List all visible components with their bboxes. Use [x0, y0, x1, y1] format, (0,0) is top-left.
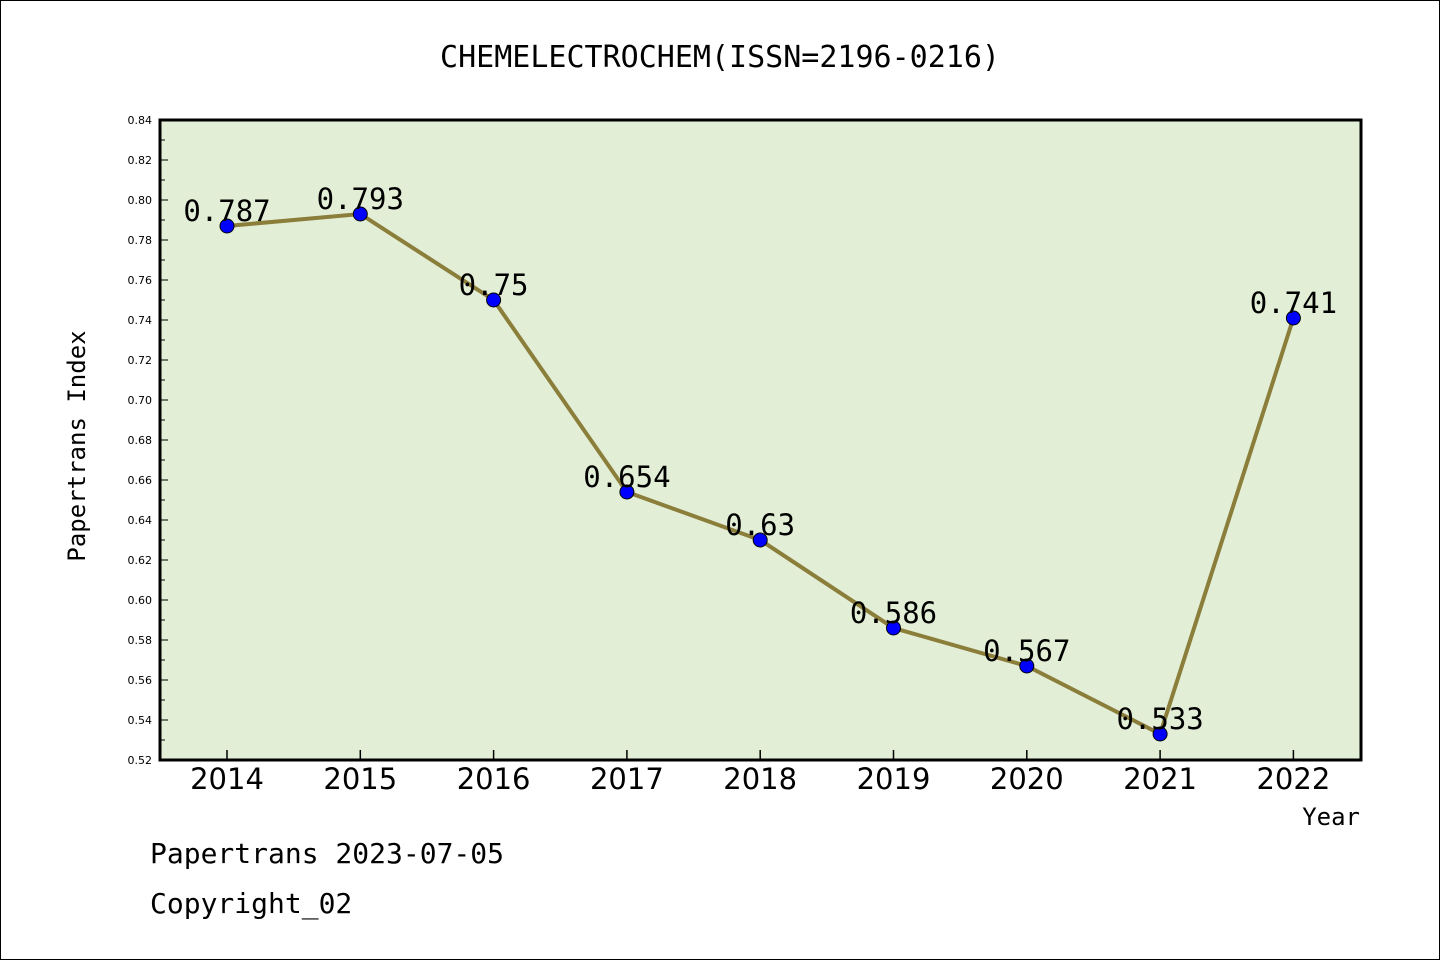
y-tick-label: 0.58 [128, 634, 153, 647]
data-labels: 0.787 0.793 0.75 0.654 0.63 0.586 0.567 0.533 0.… [183, 182, 1337, 736]
footer-date: Papertrans 2023-07-05 [150, 837, 504, 870]
x-tick-label: 2018 [723, 762, 797, 796]
y-tick-label: 0.62 [128, 554, 153, 567]
y-tick-label: 0.54 [128, 714, 153, 727]
x-tick-label: 2020 [990, 762, 1064, 796]
data-point [352, 206, 368, 222]
y-tick-label: 0.84 [128, 114, 153, 127]
data-point [486, 292, 502, 308]
series-markers [219, 206, 1301, 742]
y-axis-title: Papertrans Index [63, 330, 91, 561]
y-axis: 0.52 0.54 0.56 0.58 0.60 0.62 0.64 0.66 0.68 0.70… [128, 114, 168, 767]
x-tick-label: 2017 [590, 762, 664, 796]
x-axis: 2014 2015 2016 2017 2018 2019 2020 2021 2022 [190, 750, 1330, 796]
data-label: 0.533 [1116, 702, 1203, 736]
y-tick-label: 0.52 [128, 754, 153, 767]
y-tick-label: 0.70 [128, 394, 153, 407]
x-tick-label: 2015 [323, 762, 397, 796]
y-tick-label: 0.72 [128, 354, 153, 367]
data-label: 0.787 [183, 194, 270, 228]
data-label: 0.586 [850, 596, 937, 630]
chart-title: CHEMELECTROCHEM(ISSN=2196-0216) [440, 40, 1000, 75]
y-tick-label: 0.80 [128, 194, 153, 207]
plot-area [158, 118, 1363, 762]
y-tick-label: 0.60 [128, 594, 153, 607]
data-label: 0.75 [459, 268, 529, 302]
data-label: 0.741 [1250, 286, 1337, 320]
x-tick-label: 2016 [457, 762, 531, 796]
data-point [1285, 310, 1301, 326]
data-label: 0.63 [725, 508, 795, 542]
data-label: 0.567 [983, 634, 1070, 668]
data-point [1152, 726, 1168, 742]
y-tick-label: 0.82 [128, 154, 153, 167]
y-tick-label: 0.56 [128, 674, 153, 687]
y-tick-label: 0.64 [128, 514, 153, 527]
x-tick-label: 2021 [1123, 762, 1197, 796]
y-tick-label: 0.68 [128, 434, 153, 447]
data-point [219, 218, 235, 234]
data-label: 0.654 [583, 460, 670, 494]
y-tick-label: 0.74 [128, 314, 153, 327]
x-axis-title: Year [1302, 803, 1360, 831]
data-point [1019, 658, 1035, 674]
y-tick-label: 0.66 [128, 474, 153, 487]
x-tick-label: 2014 [190, 762, 264, 796]
x-tick-label: 2019 [857, 762, 931, 796]
y-tick-label: 0.78 [128, 234, 153, 247]
data-point [886, 620, 901, 636]
data-point [619, 484, 635, 500]
x-tick-label: 2022 [1256, 762, 1330, 796]
data-point [752, 532, 768, 548]
y-tick-label: 0.76 [128, 274, 153, 287]
data-label: 0.793 [317, 182, 404, 216]
footer-copyright: Copyright_02 [150, 887, 352, 921]
